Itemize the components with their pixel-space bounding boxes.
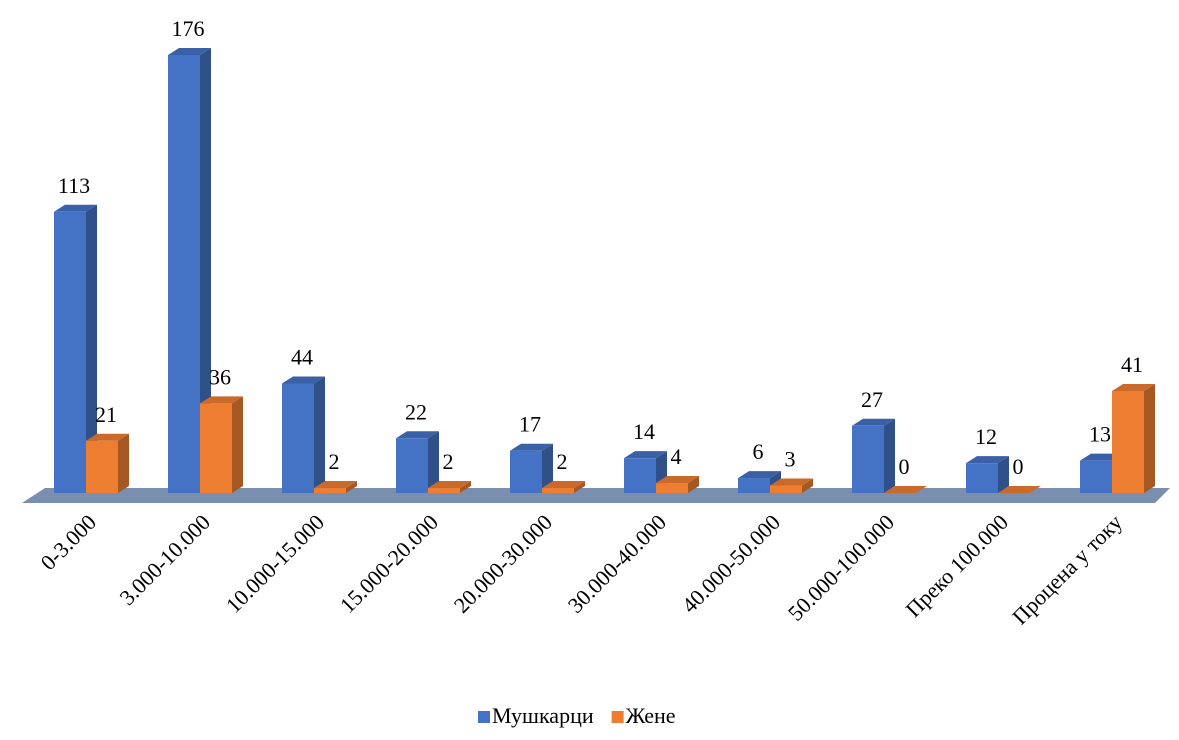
bar-side	[1144, 383, 1155, 493]
data-label: 22	[405, 399, 427, 424]
bar-top	[966, 456, 1009, 464]
bar-top	[282, 376, 325, 384]
data-label: 4	[671, 444, 682, 469]
bar	[966, 463, 998, 493]
x-tick-label: Преко 100.000	[901, 509, 1014, 622]
bar-top	[998, 486, 1041, 493]
data-label: 176	[172, 16, 205, 41]
bar-top	[54, 204, 97, 212]
data-label: 2	[557, 449, 568, 474]
bar	[656, 483, 688, 493]
bar-side	[428, 431, 439, 493]
data-label: 14	[633, 419, 655, 444]
bar-top	[738, 471, 781, 479]
bar-side	[200, 48, 211, 493]
bar-side	[542, 443, 553, 493]
bar	[770, 485, 802, 493]
bar-top	[852, 418, 895, 426]
bar	[624, 458, 656, 493]
bar-side	[118, 433, 129, 493]
bar	[1080, 460, 1112, 493]
legend-label: Мушкарци	[492, 703, 594, 728]
bar	[396, 438, 428, 493]
x-tick-label: 10.000-15.000	[221, 509, 329, 617]
bar-side	[346, 481, 357, 493]
data-label: 2	[443, 449, 454, 474]
bar-side	[884, 418, 895, 493]
x-tick-label: 15.000-20.000	[335, 509, 443, 617]
data-label: 2	[329, 449, 340, 474]
data-label: 12	[975, 424, 997, 449]
bar-side	[998, 456, 1009, 493]
bar-top	[656, 476, 699, 484]
bar	[510, 450, 542, 493]
bar	[200, 403, 232, 493]
bar	[428, 488, 460, 493]
x-tick-label: 0-3.000	[35, 509, 101, 575]
bar-top	[314, 481, 357, 489]
bar	[86, 440, 118, 493]
bar-top	[624, 451, 667, 459]
data-label: 0	[1013, 454, 1024, 479]
data-label: 113	[58, 173, 90, 198]
bar-side	[86, 204, 97, 493]
bar	[738, 478, 770, 493]
bar	[1112, 390, 1144, 493]
x-tick-label: Процена у току	[1007, 509, 1127, 629]
bar-top	[428, 481, 471, 489]
data-label: 27	[861, 387, 883, 412]
bar-top	[86, 433, 129, 441]
x-tick-label: 3.000-10.000	[114, 509, 215, 610]
x-tick-label: 50.000-100.000	[783, 509, 899, 625]
bar-side	[574, 481, 585, 493]
bar-side	[688, 476, 699, 493]
bar-top	[396, 431, 439, 439]
bar-side	[460, 481, 471, 493]
bar-side	[232, 396, 243, 493]
legend-label: Жене	[626, 703, 676, 728]
bar	[314, 488, 346, 493]
bar-top	[884, 486, 927, 493]
x-tick-label: 40.000-50.000	[677, 509, 785, 617]
data-label: 36	[209, 364, 231, 389]
bar-top	[770, 478, 813, 486]
legend-swatch	[611, 711, 624, 723]
bar-top	[168, 48, 211, 55]
bar	[282, 383, 314, 493]
bar	[54, 211, 86, 493]
bar-top	[542, 481, 585, 489]
bar-top	[200, 396, 243, 404]
bar	[542, 488, 574, 493]
data-label: 21	[95, 402, 117, 427]
legend-swatch	[478, 711, 490, 723]
bar-side	[314, 376, 325, 493]
x-tick-label: 30.000-40.000	[563, 509, 671, 617]
data-label: 3	[785, 447, 796, 472]
bar	[852, 425, 884, 493]
bar-top	[510, 443, 553, 451]
data-label: 13	[1089, 422, 1111, 447]
data-label: 0	[899, 454, 910, 479]
bar	[168, 55, 200, 493]
bar-top	[1112, 383, 1155, 391]
x-tick-label: 20.000-30.000	[449, 509, 557, 617]
data-label: 41	[1121, 352, 1143, 377]
bar-side	[802, 478, 813, 493]
data-label: 44	[291, 345, 313, 370]
data-label: 17	[519, 412, 541, 437]
data-label: 6	[753, 439, 764, 464]
